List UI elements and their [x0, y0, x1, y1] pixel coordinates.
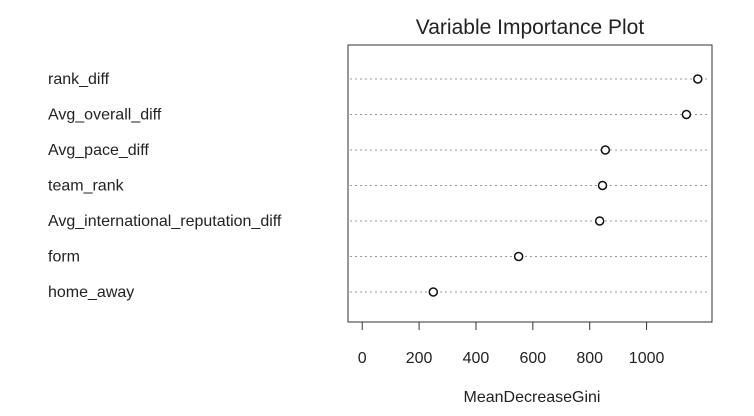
chart-title: Variable Importance Plot [416, 16, 645, 39]
x-tick-label: 600 [519, 350, 546, 367]
x-tick-label: 400 [463, 350, 490, 367]
x-tick-label: 200 [406, 350, 433, 367]
variable-label: form [48, 249, 80, 266]
variable-label: Avg_pace_diff [48, 142, 149, 159]
variable-label: home_away [48, 284, 134, 301]
x-tick-label: 0 [358, 350, 367, 367]
variable-label: Avg_international_reputation_diff [48, 213, 282, 230]
variable-label: team_rank [48, 178, 125, 195]
importance-point [428, 287, 439, 297]
x-tick-label: 800 [576, 350, 603, 367]
importance-point [693, 74, 703, 84]
importance-point [597, 180, 608, 191]
plot-frame [347, 44, 713, 323]
variable-label: rank_diff [48, 71, 110, 88]
importance-point [513, 251, 524, 262]
importance-point [681, 109, 692, 120]
variable-label: Avg_overall_diff [48, 107, 162, 124]
importance-point [600, 145, 611, 155]
x-axis-label: MeanDecreaseGini [464, 389, 601, 406]
importance-point [594, 216, 605, 226]
x-tick-label: 1000 [629, 350, 665, 367]
